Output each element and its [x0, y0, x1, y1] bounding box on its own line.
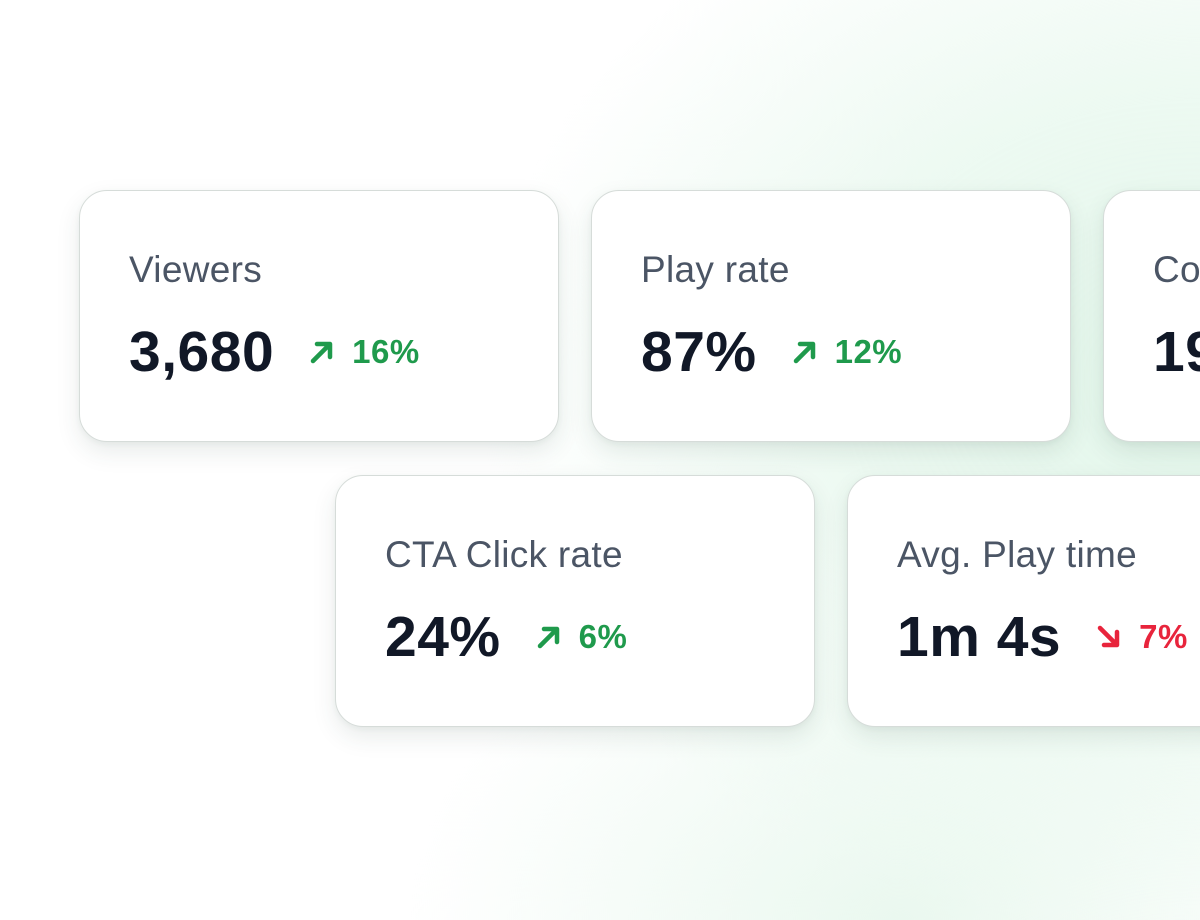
metric-value-row: 87% 12% — [641, 319, 902, 385]
arrow-up-right-icon — [310, 341, 333, 364]
metric-delta: 7% — [1095, 618, 1188, 656]
metric-value: 24% — [385, 605, 501, 669]
metric-delta-value: 12% — [834, 333, 903, 370]
metric-delta-value: 6% — [578, 618, 628, 655]
arrow-up-right-icon — [537, 626, 559, 649]
metric-value-row: 24% 6% — [385, 604, 627, 670]
metric-value: 19 — [1153, 320, 1200, 384]
arrow-down-right-icon — [1097, 625, 1120, 648]
metric-card-play-rate: Play rate 87% 12% — [591, 190, 1071, 442]
metric-label: Avg. Play time — [897, 534, 1138, 575]
metric-card-viewers: Viewers 3,680 16% — [79, 190, 559, 442]
metric-card-cta-click-rate: CTA Click rate 24% 6% — [335, 475, 815, 727]
metric-delta: 12% — [791, 333, 903, 371]
metric-label: Co — [1153, 249, 1200, 290]
metric-delta: 6% — [535, 618, 628, 656]
metric-label: Play rate — [641, 249, 790, 290]
metric-card-partial: Co 19 — [1103, 190, 1200, 442]
metric-value-row: 19 — [1153, 319, 1200, 385]
arrow-up-right-icon — [793, 341, 815, 364]
metric-delta-value: 7% — [1139, 618, 1188, 655]
metric-value: 87% — [641, 320, 757, 384]
metric-card-avg-play-time: Avg. Play time 1m 4s 7% — [847, 475, 1200, 727]
metric-value-row: 3,680 16% — [129, 319, 420, 385]
metric-label: Viewers — [129, 249, 263, 290]
metric-value-row: 1m 4s 7% — [897, 604, 1188, 670]
metric-delta: 16% — [308, 333, 420, 371]
metric-delta-value: 16% — [352, 333, 420, 370]
metric-value: 1m 4s — [897, 605, 1062, 669]
metric-label: CTA Click rate — [385, 534, 623, 575]
metric-value: 3,680 — [129, 320, 275, 384]
